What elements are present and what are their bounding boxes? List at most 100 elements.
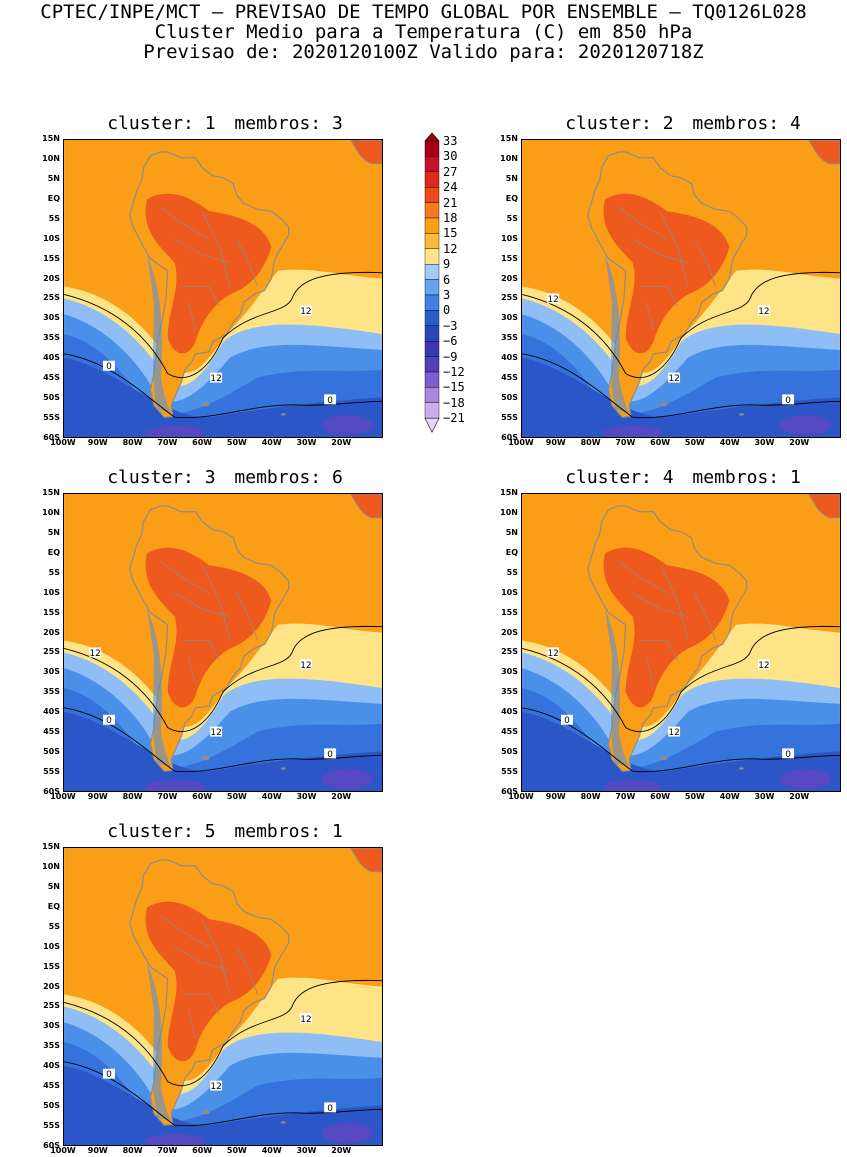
lon-tick: 20W xyxy=(789,792,810,801)
lat-tick: 55S xyxy=(501,767,518,777)
contour-label-0-text: 0 xyxy=(785,750,791,760)
colorbar-segment xyxy=(424,310,440,326)
lon-tick: 80W xyxy=(122,438,143,447)
colorbar-segment xyxy=(424,325,440,342)
lat-tick: 30S xyxy=(501,667,518,677)
colorbar-label: 0 xyxy=(443,303,451,318)
colorbar-label: 21 xyxy=(443,195,458,210)
lat-tick: 25S xyxy=(43,293,60,303)
lat-tick: 15S xyxy=(43,253,60,263)
lat-tick: 50S xyxy=(43,1101,60,1111)
lon-tick: 30W xyxy=(296,792,317,801)
lat-tick: 10S xyxy=(43,941,60,951)
lat-tick: 15S xyxy=(43,961,60,971)
panel-2-title: cluster: 2 membros: 4 xyxy=(518,113,847,134)
lon-tick: 50W xyxy=(684,792,705,801)
lat-tick: 45S xyxy=(43,1081,60,1091)
contour-label-0-text: 0 xyxy=(327,1104,333,1114)
lon-tick: 70W xyxy=(615,438,636,447)
lat-tick: 55S xyxy=(43,1121,60,1131)
lat-tick: 25S xyxy=(501,293,518,303)
lon-tick: 60W xyxy=(192,438,213,447)
panel-3-members: membros: 6 xyxy=(234,467,343,488)
contour-label-12-text: 12 xyxy=(300,661,311,671)
lat-tick: 55S xyxy=(43,413,60,423)
lat-tick: 35S xyxy=(501,333,518,343)
panel-1-title: cluster: 1 membros: 3 xyxy=(60,113,390,134)
lat-tick: 45S xyxy=(43,727,60,737)
lat-tick: 5S xyxy=(48,567,60,577)
colorbar-bottom-arrow xyxy=(424,417,440,433)
lon-tick: 80W xyxy=(122,792,143,801)
lon-tick: 20W xyxy=(331,792,352,801)
panel-1-cluster: cluster: 1 xyxy=(107,113,216,134)
contour-label-12-text: 12 xyxy=(210,728,221,738)
colorbar-label: −21 xyxy=(443,411,465,426)
contour-label-12-text: 12 xyxy=(547,295,558,305)
lon-tick: 40W xyxy=(719,792,740,801)
lat-tick: 50S xyxy=(501,393,518,403)
lat-tick: 25S xyxy=(501,647,518,657)
lon-tick: 30W xyxy=(754,792,775,801)
lat-tick: EQ xyxy=(505,547,518,557)
contour-label-12-text: 12 xyxy=(210,374,221,384)
contour-label-0: 0 xyxy=(324,1102,337,1114)
contour-label-0-text: 0 xyxy=(564,716,570,726)
lon-tick: 90W xyxy=(87,1146,108,1155)
contour-label-0-text: 0 xyxy=(785,396,791,406)
contour-label-12-text: 12 xyxy=(89,649,100,659)
panel-1-members: membros: 3 xyxy=(234,113,343,134)
colorbar-segment xyxy=(424,340,440,357)
panel-5-map: 12 12 0 0 xyxy=(63,847,383,1146)
lat-tick: 40S xyxy=(43,353,60,363)
lat-tick: 35S xyxy=(43,1041,60,1051)
colorbar-segment xyxy=(424,402,440,419)
colorbar-top-arrow xyxy=(424,132,440,142)
lon-tick: 50W xyxy=(226,792,247,801)
contour-label-12-text: 12 xyxy=(668,374,679,384)
colorbar-segment xyxy=(424,279,440,296)
lat-tick: 15N xyxy=(500,488,518,497)
lat-tick: 60S xyxy=(501,787,518,796)
lat-tick: 40S xyxy=(43,707,60,717)
lat-tick: 15S xyxy=(501,607,518,617)
contour-label-12: 12 xyxy=(210,372,223,384)
lat-tick: 5N xyxy=(47,881,60,891)
contour-label-12: 12 xyxy=(210,726,223,738)
lat-tick: 5N xyxy=(47,527,60,537)
colorbar-segment xyxy=(424,263,440,280)
lon-tick: 80W xyxy=(580,438,601,447)
colorbar-label: 12 xyxy=(443,241,458,256)
contour-label-12-text: 12 xyxy=(300,307,311,317)
contour-label-0: 0 xyxy=(561,714,573,726)
contour-label-12-text: 12 xyxy=(668,728,679,738)
panel-2-cluster: cluster: 2 xyxy=(565,113,674,134)
lon-tick: 20W xyxy=(331,1146,352,1155)
panel-1-map: 12 12 0 0 xyxy=(63,139,383,438)
colorbar-label: 30 xyxy=(443,149,458,164)
contour-label-0-text: 0 xyxy=(106,362,112,372)
colorbar-label: −18 xyxy=(443,395,465,410)
lat-tick: 60S xyxy=(43,1141,60,1150)
lat-tick: 50S xyxy=(501,747,518,757)
lon-tick: 60W xyxy=(192,1146,213,1155)
lat-tick: 35S xyxy=(43,687,60,697)
lon-tick: 100W xyxy=(508,792,534,801)
lon-tick: 100W xyxy=(50,1146,76,1155)
colorbar-label: −12 xyxy=(443,365,465,379)
lon-tick: 80W xyxy=(122,1146,143,1155)
lat-tick: 10N xyxy=(500,507,518,517)
contour-label-12: 12 xyxy=(89,647,102,659)
colorbar-label: 18 xyxy=(443,211,458,225)
header-title: CPTEC/INPE/MCT – PREVISAO DE TEMPO GLOBA… xyxy=(40,1,807,23)
panel-2-members: membros: 4 xyxy=(692,113,801,134)
colorbar-label: 3 xyxy=(443,288,451,302)
lat-tick: 25S xyxy=(43,647,60,657)
lon-tick: 60W xyxy=(192,792,213,801)
colorbar-label: 33 xyxy=(443,134,458,148)
lat-tick: 20S xyxy=(501,627,518,637)
colorbar-label: 27 xyxy=(443,164,458,179)
lat-tick: 60S xyxy=(43,787,60,796)
lon-tick: 20W xyxy=(789,438,810,447)
lon-tick: 40W xyxy=(261,438,282,447)
